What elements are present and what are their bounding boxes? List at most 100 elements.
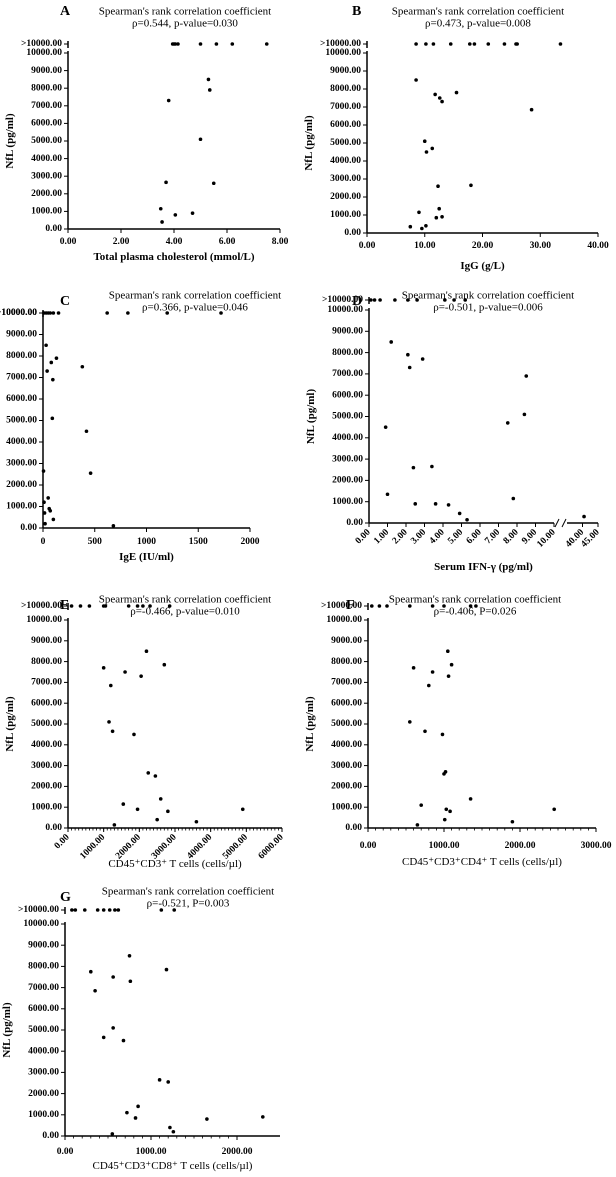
x-tick-label: 6.00 — [219, 237, 236, 247]
x-axis-label: Serum IFN-γ (pg/ml) — [434, 561, 533, 573]
data-point-above-break — [452, 298, 456, 302]
data-point — [414, 78, 418, 82]
y-break-label: >10000.00 — [321, 601, 362, 611]
y-tick-label: 4000.00 — [330, 156, 361, 166]
y-tick-label: 0.00 — [20, 523, 37, 533]
data-point — [468, 797, 473, 801]
data-point — [164, 967, 169, 972]
y-tick-label: 6000.00 — [330, 120, 361, 130]
y-tick-label: 6000.00 — [332, 390, 363, 400]
data-point-above-break — [148, 604, 152, 608]
data-point-above-break — [406, 298, 410, 302]
data-point — [446, 503, 451, 507]
y-tick-label: 3000.00 — [28, 1068, 59, 1078]
data-point — [158, 206, 163, 211]
y-tick-label: 7000.00 — [6, 373, 37, 383]
data-point-above-break — [48, 311, 53, 315]
data-point — [127, 954, 132, 958]
x-axis-label: CD45⁺CD3⁺ T cells (cells/µl) — [108, 858, 242, 870]
data-point-above-break — [105, 311, 109, 315]
data-point — [436, 184, 440, 188]
y-break-label: >10000.00 — [322, 295, 363, 305]
data-point — [144, 649, 149, 653]
data-point — [43, 521, 47, 526]
data-point — [430, 670, 435, 674]
x-tick-label: 10.00 — [535, 527, 557, 549]
x-tick-label: 3.00 — [409, 527, 428, 546]
data-point-above-break — [502, 42, 507, 46]
data-point — [139, 674, 143, 678]
data-point — [109, 683, 113, 688]
y-tick-label: 9000.00 — [31, 636, 62, 646]
y-tick-label: 3000.00 — [6, 459, 37, 469]
data-point-above-break — [472, 42, 477, 46]
y-tick-label: 9000.00 — [28, 940, 59, 950]
data-point — [411, 666, 416, 670]
data-point — [446, 674, 451, 678]
y-tick-label: 6000.00 — [31, 698, 62, 708]
data-point — [440, 99, 444, 104]
data-point — [121, 802, 126, 806]
y-tick-label: 7000.00 — [332, 369, 363, 379]
data-point — [166, 1080, 170, 1084]
x-tick-label: 10.00 — [414, 241, 436, 251]
data-point — [511, 496, 516, 501]
data-point — [433, 502, 438, 506]
x-tick-label: 0.00 — [60, 237, 77, 247]
y-tick-label: 3000.00 — [331, 761, 362, 771]
data-point — [430, 464, 434, 469]
y-tick-label: 3000.00 — [31, 761, 62, 771]
data-point-above-break — [173, 42, 178, 46]
data-point — [135, 807, 140, 812]
y-tick-label: 7000.00 — [330, 102, 361, 112]
data-point — [443, 770, 448, 774]
x-break-mark — [561, 518, 567, 528]
data-point-above-break — [172, 908, 177, 912]
x-tick-label: 0.00 — [354, 527, 373, 546]
panel-label: B — [352, 4, 361, 19]
y-tick-label: 4000.00 — [31, 154, 62, 164]
x-tick-label: 8.00 — [502, 527, 521, 546]
x-tick-label: 40.00 — [587, 241, 609, 251]
data-point — [157, 1078, 162, 1082]
data-point — [168, 1125, 172, 1130]
data-point — [448, 809, 452, 814]
data-point-above-break — [393, 298, 397, 302]
data-point — [110, 729, 115, 734]
data-point — [261, 1115, 265, 1119]
data-point — [522, 412, 527, 417]
x-tick-label: 2000 — [241, 537, 260, 547]
stat-subtitle: ρ=0.473, p-value=0.008 — [425, 18, 531, 30]
data-point-above-break — [424, 42, 428, 46]
data-point — [206, 77, 211, 82]
data-point — [240, 807, 245, 812]
y-break-label: >10000.00 — [18, 905, 59, 915]
y-tick-label: 0.00 — [346, 518, 363, 528]
panel-label: G — [60, 890, 71, 905]
x-tick-label: 1000.00 — [429, 841, 460, 851]
data-point — [54, 356, 59, 360]
data-point-above-break — [167, 604, 172, 608]
data-point-above-break — [463, 298, 468, 302]
data-point — [41, 469, 46, 473]
y-axis-label: NfL (pg/ml) — [303, 115, 315, 171]
data-point — [408, 224, 413, 229]
x-axis-label: Total plasma cholesterol (mmol/L) — [93, 251, 254, 263]
y-tick-label: 6000.00 — [6, 394, 37, 404]
data-point — [424, 224, 428, 228]
stat-subtitle: ρ=0.544, p-value=0.030 — [132, 18, 238, 30]
data-point — [449, 662, 454, 667]
data-point — [46, 496, 50, 500]
y-tick-label: 0.00 — [42, 1131, 59, 1141]
y-tick-label: 8000.00 — [332, 348, 363, 358]
x-tick-label: 8.00 — [272, 237, 289, 247]
stat-title: Spearman's rank correlation coefficient — [402, 290, 575, 302]
data-point-above-break — [369, 298, 373, 302]
stat-subtitle: ρ=0.366, p-value=0.046 — [142, 302, 248, 314]
stat-title: Spearman's rank correlation coefficient — [392, 6, 565, 18]
y-tick-label: 10000.00 — [23, 919, 59, 929]
data-point — [88, 471, 93, 475]
data-point — [160, 220, 164, 224]
panel-d: D Spearman's rank correlation coefficient… — [305, 290, 602, 573]
x-tick-label: 2.00 — [391, 527, 410, 546]
